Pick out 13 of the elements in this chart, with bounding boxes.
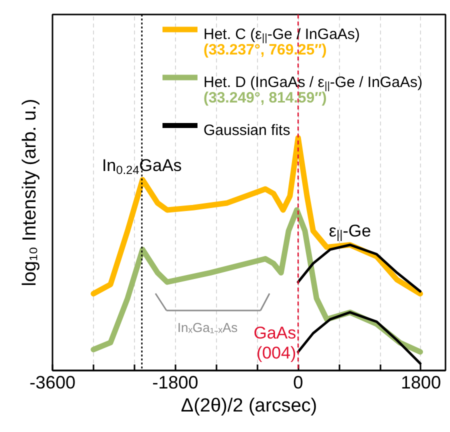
- x-tick-label: -1800: [152, 372, 198, 392]
- x-tick-label: 1800: [400, 372, 441, 392]
- legend-label: Het. C (ε||-Ge / InGaAs): [204, 26, 360, 44]
- text: (33.249°, 814.59″): [204, 90, 327, 106]
- ref-line-label: GaAs (004): [254, 324, 296, 362]
- x-tick-label: -3600: [29, 372, 76, 392]
- x-tick-label: 0: [293, 372, 304, 392]
- annotation: ε||-Ge: [328, 221, 372, 242]
- legend-label: Gaussian fits: [204, 122, 290, 139]
- annotation: InₓGa₁₋ₓAs: [177, 320, 238, 335]
- x-axis-title: Δ(2θ)/2 (arcsec): [180, 396, 318, 416]
- y-axis-title: log₁₀ Intensity (arb. u.): [20, 98, 40, 286]
- legend-label: Het. D (InGaAs / ε||-Ge / InGaAs): [204, 74, 422, 92]
